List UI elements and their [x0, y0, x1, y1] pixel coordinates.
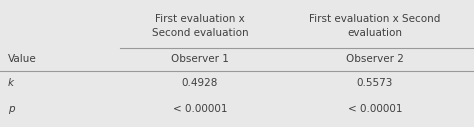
Text: Observer 2: Observer 2 [346, 54, 404, 64]
Text: p: p [8, 104, 15, 114]
Text: 0.4928: 0.4928 [182, 78, 218, 88]
Text: k: k [8, 78, 14, 88]
Text: Value: Value [8, 54, 37, 64]
Text: First evaluation x
Second evaluation: First evaluation x Second evaluation [152, 14, 248, 38]
Text: < 0.00001: < 0.00001 [348, 104, 402, 114]
Text: First evaluation x Second
evaluation: First evaluation x Second evaluation [310, 14, 441, 38]
Text: < 0.00001: < 0.00001 [173, 104, 227, 114]
Text: Observer 1: Observer 1 [171, 54, 229, 64]
Text: 0.5573: 0.5573 [357, 78, 393, 88]
